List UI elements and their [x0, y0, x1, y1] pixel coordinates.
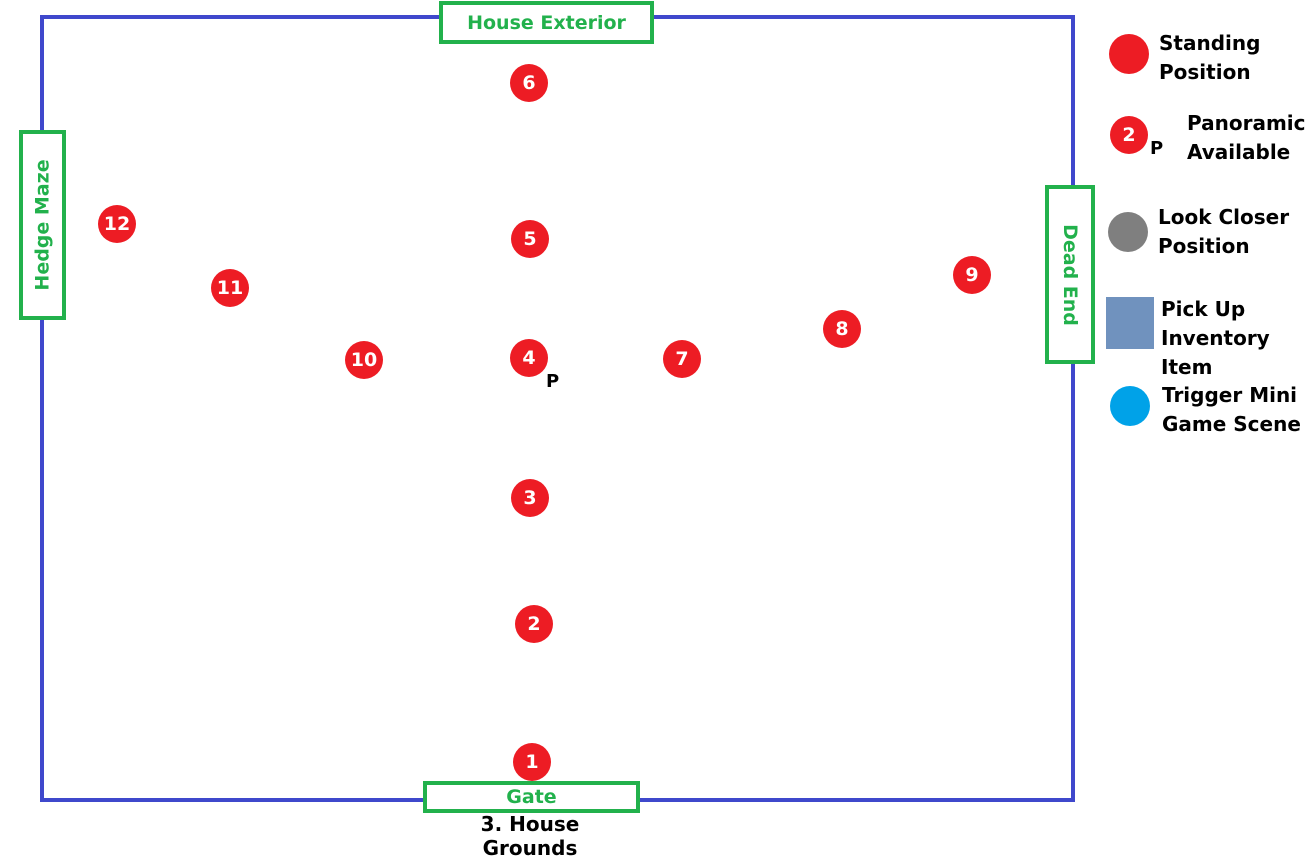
- position-11[interactable]: 11: [211, 269, 249, 307]
- exit-gate[interactable]: Gate: [423, 781, 640, 813]
- legend-panoramic-marker: P: [1150, 138, 1164, 159]
- legend-minigame-swatch: [1110, 386, 1150, 426]
- position-9[interactable]: 9: [953, 256, 991, 294]
- position-5[interactable]: 5: [511, 220, 549, 258]
- exit-hedge-maze-label: Hedge Maze: [31, 159, 54, 291]
- position-6-number: 6: [522, 72, 536, 94]
- position-2[interactable]: 2: [515, 605, 553, 643]
- position-9-number: 9: [965, 264, 979, 286]
- legend-minigame-line1: Trigger Mini: [1162, 383, 1298, 407]
- panoramic-marker: P: [546, 371, 560, 392]
- position-1[interactable]: 1: [513, 743, 551, 781]
- legend-pickup-line1: Pick Up: [1161, 297, 1246, 321]
- position-7[interactable]: 7: [663, 340, 701, 378]
- position-8-number: 8: [835, 318, 849, 340]
- position-11-number: 11: [216, 277, 244, 299]
- legend-panoramic-number: 2: [1122, 124, 1136, 146]
- exit-house-exterior[interactable]: House Exterior: [439, 1, 654, 44]
- position-3-number: 3: [523, 487, 537, 509]
- legend-panoramic-line2: Available: [1187, 140, 1291, 164]
- legend-pickup-line2: Inventory Item: [1161, 326, 1270, 379]
- position-7-number: 7: [675, 348, 689, 370]
- position-12[interactable]: 12: [98, 205, 136, 243]
- legend-look-closer-line2: Position: [1158, 234, 1250, 258]
- grounds-boundary: [40, 15, 1075, 802]
- legend-pickup-swatch: [1106, 297, 1154, 349]
- position-3[interactable]: 3: [511, 479, 549, 517]
- legend-panoramic-label: Panoramic Available: [1187, 109, 1306, 167]
- legend-look-closer-swatch: [1108, 212, 1148, 252]
- legend-panoramic-line1: Panoramic: [1187, 111, 1306, 135]
- position-4-number: 4: [522, 347, 536, 369]
- exit-dead-end[interactable]: Dead End: [1045, 185, 1095, 364]
- position-5-number: 5: [523, 228, 537, 250]
- legend-pickup-label: Pick Up Inventory Item: [1161, 295, 1313, 382]
- legend-look-closer-line1: Look Closer: [1158, 205, 1290, 229]
- map-title: 3. House Grounds: [480, 812, 580, 860]
- exit-dead-end-label: Dead End: [1059, 223, 1081, 326]
- position-2-number: 2: [527, 613, 541, 635]
- legend-standing-line2: Position: [1159, 60, 1251, 84]
- legend-look-closer-label: Look Closer Position: [1158, 203, 1289, 261]
- exit-hedge-maze[interactable]: Hedge Maze: [19, 130, 66, 320]
- position-8[interactable]: 8: [823, 310, 861, 348]
- position-4[interactable]: 4: [510, 339, 548, 377]
- legend-minigame-label: Trigger Mini Game Scene: [1162, 381, 1301, 439]
- legend-standing-label: Standing Position: [1159, 29, 1260, 87]
- legend-standing-swatch: [1109, 34, 1149, 74]
- exit-house-exterior-label: House Exterior: [467, 11, 626, 34]
- position-10[interactable]: 10: [345, 341, 383, 379]
- legend-minigame-line2: Game Scene: [1162, 412, 1301, 436]
- legend-panoramic-swatch: 2: [1110, 116, 1148, 154]
- position-12-number: 12: [103, 213, 131, 235]
- legend-standing-line1: Standing: [1159, 31, 1261, 55]
- position-10-number: 10: [350, 349, 378, 371]
- exit-gate-label: Gate: [506, 786, 557, 808]
- position-1-number: 1: [525, 751, 539, 773]
- position-6[interactable]: 6: [510, 64, 548, 102]
